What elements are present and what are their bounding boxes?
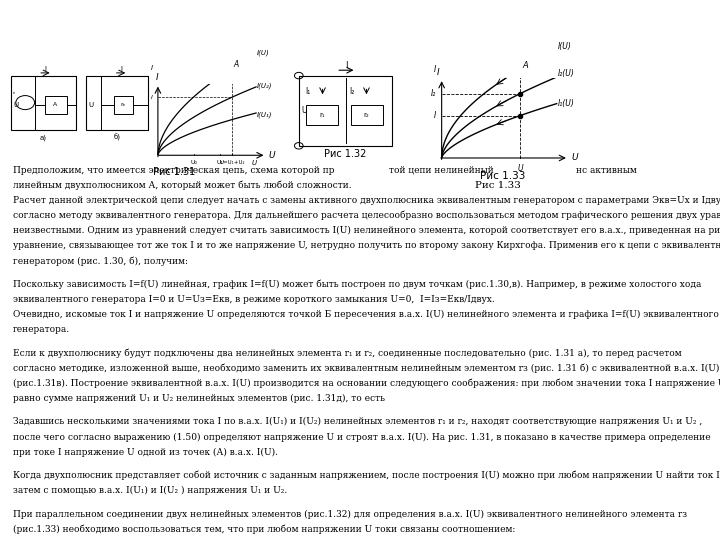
- Text: нс активным: нс активным: [576, 166, 636, 174]
- Text: затем с помощью в.а.х. I(U₁) и I(U₂ ) напряжения U₁ и U₂.: затем с помощью в.а.х. I(U₁) и I(U₂ ) на…: [13, 486, 287, 495]
- Text: Поскольку зависимость I=f(U) линейная, график I=f(U) может быть построен по двум: Поскольку зависимость I=f(U) линейная, г…: [13, 280, 701, 289]
- Bar: [45, 96, 67, 114]
- Text: I₁: I₁: [305, 87, 310, 96]
- Text: U: U: [269, 151, 275, 160]
- Text: U: U: [302, 106, 307, 115]
- Text: I: I: [345, 62, 348, 70]
- Bar: [11, 76, 76, 130]
- Text: I₂: I₂: [431, 89, 436, 98]
- Text: При параллельном соединении двух нелинейных элементов (рис.1.32) для определения: При параллельном соединении двух нелиней…: [13, 510, 687, 518]
- Text: A: A: [523, 60, 528, 70]
- Text: Рис 1.33: Рис 1.33: [480, 171, 525, 180]
- Text: U: U: [571, 153, 578, 163]
- Text: согласно методу эквивалентного генератора. Для дальнейшего расчета целесообразно: согласно методу эквивалентного генератор…: [13, 211, 720, 220]
- Bar: [114, 96, 133, 114]
- Text: I: I: [433, 111, 436, 120]
- Bar: [351, 105, 383, 125]
- Text: U: U: [13, 102, 18, 108]
- Text: Когда двухполюсник представляет собой источник с заданным напряжением, после пос: Когда двухполюсник представляет собой ис…: [13, 471, 720, 480]
- Text: б): б): [114, 134, 121, 141]
- Text: I: I: [156, 73, 158, 82]
- Text: U=U₁+U₂: U=U₁+U₂: [220, 160, 245, 165]
- Text: неизвестными. Одним из уравнений следует считать зависимость I(U) нелинейного эл: неизвестными. Одним из уравнений следует…: [13, 226, 720, 235]
- Text: rₑ: rₑ: [120, 102, 126, 107]
- Text: эквивалентного генератора I=0 и U=Uз=Екв, в режиме короткого замыкания U=0,  I=I: эквивалентного генератора I=0 и U=Uз=Екв…: [13, 295, 495, 304]
- Text: U: U: [251, 160, 256, 166]
- Text: а): а): [40, 134, 47, 141]
- Text: генератором (рис. 1.30, б), получим:: генератором (рис. 1.30, б), получим:: [13, 256, 188, 266]
- Text: I: I: [433, 65, 436, 73]
- Bar: [299, 76, 392, 146]
- Text: генератора.: генератора.: [13, 325, 70, 334]
- Text: r₁: r₁: [320, 112, 325, 118]
- Text: уравнение, связывающее тот же ток I и то же напряжение U, нетрудно получить по в: уравнение, связывающее тот же ток I и то…: [13, 241, 720, 250]
- Text: Рис 1.33: Рис 1.33: [475, 181, 521, 190]
- Text: A: A: [53, 102, 58, 107]
- Text: после чего согласно выражению (1.50) определяют напряжение U и строят в.а.х. I(U: после чего согласно выражению (1.50) опр…: [13, 433, 711, 442]
- Text: Задавшись несколькими значениями тока I по в.а.х. I(U₁) и I(U₂) нелинейных элеме: Задавшись несколькими значениями тока I …: [13, 417, 702, 427]
- Text: Если к двухполюснику будут подключены два нелинейных элемента r₁ и r₂, соединенн: Если к двухполюснику будут подключены дв…: [13, 348, 682, 358]
- Text: Рис 1.32: Рис 1.32: [325, 150, 366, 159]
- Text: линейным двухполюсником А, который может быть любой сложности.: линейным двухполюсником А, который может…: [13, 180, 351, 190]
- Text: той цепи нелинейный: той цепи нелинейный: [389, 166, 493, 174]
- Text: I(U): I(U): [257, 50, 270, 56]
- Text: I(U): I(U): [558, 42, 572, 51]
- Text: Рис 1.31: Рис 1.31: [153, 167, 196, 177]
- Text: (рис.1.33) необходимо воспользоваться тем, что при любом напряжении U токи связа: (рис.1.33) необходимо воспользоваться те…: [13, 524, 516, 534]
- Text: при токе I напряжение U одной из точек (А) в.а.х. I(U).: при токе I напряжение U одной из точек (…: [13, 448, 278, 457]
- Text: I₂: I₂: [350, 87, 355, 96]
- Text: I(U₂): I(U₂): [257, 83, 273, 89]
- Text: Предположим, что имеется электрическая цепь, схема которой пр: Предположим, что имеется электрическая ц…: [13, 166, 335, 174]
- Text: U₁: U₁: [217, 160, 223, 165]
- Text: равно сумме напряжений U₁ и U₂ нелинейных элементов (рис. 1.31д), то есть: равно сумме напряжений U₁ и U₂ нелинейны…: [13, 394, 385, 403]
- Text: I: I: [151, 94, 153, 99]
- Text: U: U: [89, 102, 94, 108]
- Text: I: I: [150, 65, 153, 71]
- Text: (рис.1.31в). Построение эквивалентной в.а.х. I(U) производится на основании след: (рис.1.31в). Построение эквивалентной в.…: [13, 379, 720, 388]
- Text: Очевидно, искомые ток I и напряжение U определяются точкой Б пересечения в.а.х. : Очевидно, искомые ток I и напряжение U о…: [13, 310, 719, 319]
- Text: I: I: [45, 65, 46, 72]
- Bar: [306, 105, 338, 125]
- Text: A: A: [234, 60, 239, 69]
- Text: U₀: U₀: [191, 160, 197, 165]
- Text: I(U₁): I(U₁): [257, 111, 273, 118]
- Text: I: I: [436, 68, 439, 77]
- Text: r₂: r₂: [364, 112, 369, 118]
- Text: I: I: [120, 65, 122, 72]
- Text: согласно методике, изложенной выше, необходимо заменить их эквивалентным нелиней: согласно методике, изложенной выше, необ…: [13, 363, 719, 373]
- Text: I₁(U): I₁(U): [558, 99, 575, 108]
- Text: I₂(U): I₂(U): [558, 69, 575, 78]
- Text: ₑ: ₑ: [13, 90, 15, 96]
- Text: Расчет данной электрической цепи следует начать с замены активного двухполюсника: Расчет данной электрической цепи следует…: [13, 195, 720, 205]
- Bar: [86, 76, 148, 130]
- Text: U: U: [518, 164, 523, 173]
